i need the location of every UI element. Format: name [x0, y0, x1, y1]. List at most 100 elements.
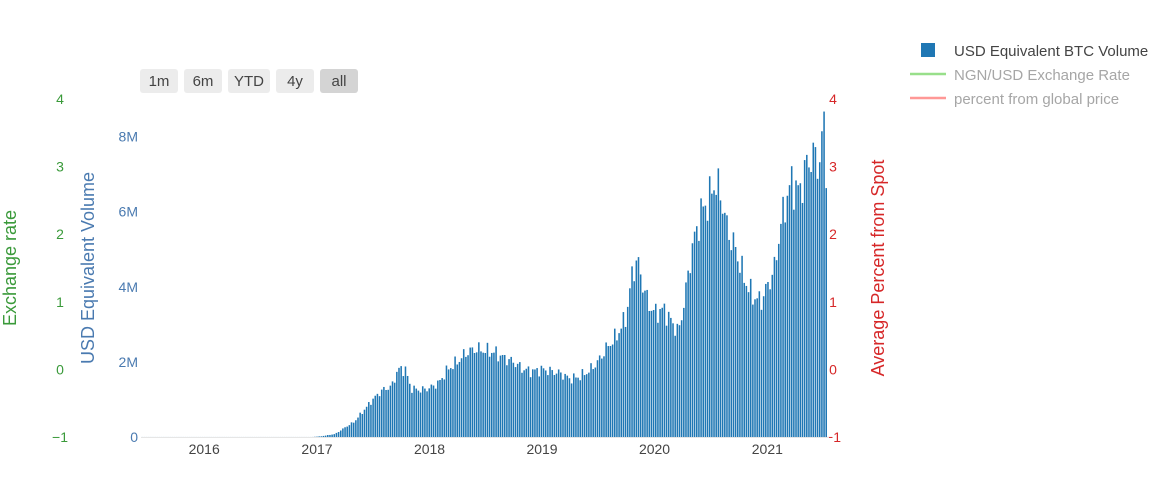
volume-bar [372, 398, 374, 437]
volume-bar [344, 427, 346, 437]
volume-bar [581, 369, 584, 437]
volume-bar [445, 365, 448, 437]
volume-bar [698, 240, 700, 437]
volume-bar [562, 379, 564, 437]
range-button-ytd[interactable]: YTD [228, 69, 270, 93]
volume-bar [519, 362, 521, 437]
legend-item-percent-global[interactable]: percent from global price [910, 91, 1119, 108]
volume-bars [141, 111, 827, 438]
volume-bar [814, 147, 817, 437]
x-tick-label: 2019 [526, 441, 557, 457]
volume-bar [398, 367, 400, 437]
volume-axis-title: USD Equivalent Volume [78, 172, 98, 364]
range-button-1m-label[interactable]: 1m [149, 73, 170, 90]
percent-axis-title: Average Percent from Spot [868, 160, 888, 377]
volume-bar [396, 371, 398, 437]
volume-bar [594, 367, 597, 437]
volume-bar [329, 434, 331, 437]
volume-bar [700, 198, 702, 437]
volume-bar [650, 310, 653, 437]
volume-bar [607, 346, 610, 437]
volume-bar [469, 347, 471, 437]
legend-item-exchange-rate[interactable]: NGN/USD Exchange Rate [910, 67, 1130, 84]
volume-bar [355, 420, 357, 437]
volume-bar [704, 205, 707, 437]
volume-bar [609, 345, 612, 437]
volume-bar [547, 375, 549, 437]
volume-bar [443, 379, 446, 437]
volume-bar [795, 180, 797, 437]
volume-bar [637, 257, 640, 437]
legend-label-percent-global[interactable]: percent from global price [954, 91, 1119, 108]
legend-label-btc-volume[interactable]: USD Equivalent BTC Volume [954, 43, 1148, 60]
volume-bar [441, 378, 443, 437]
volume-bar [557, 369, 560, 437]
volume-bar [352, 422, 355, 437]
volume-bar [631, 266, 633, 437]
range-button-1m[interactable]: 1m [140, 69, 178, 93]
volume-bar [741, 255, 743, 437]
volume-bar [501, 354, 504, 437]
volume-bar [421, 386, 424, 437]
volume-bar [601, 358, 603, 437]
volume-bar [527, 366, 530, 437]
exchange-tick-label: 0 [56, 361, 64, 377]
volume-bar [756, 298, 758, 437]
volume-bar [745, 285, 748, 437]
volume-bar [406, 375, 409, 437]
volume-bar [652, 310, 655, 437]
percent-tick-label: 2 [829, 226, 837, 242]
volume-bar [713, 190, 715, 437]
range-button-6m-bg[interactable] [184, 69, 222, 93]
range-button-6m-label[interactable]: 6m [193, 73, 214, 90]
volume-bar [385, 390, 387, 437]
volume-bar [348, 425, 351, 437]
range-button-ytd-bg[interactable] [228, 69, 270, 93]
range-button-1m-bg[interactable] [140, 69, 178, 93]
volume-bar [773, 256, 776, 437]
volume-bar [331, 434, 333, 437]
volume-bar [503, 354, 506, 437]
volume-bar [568, 378, 571, 437]
range-button-all-label[interactable]: all [331, 73, 346, 90]
volume-bar [346, 426, 348, 437]
x-tick-label: 2016 [189, 441, 220, 457]
volume-bar [808, 167, 810, 437]
legend-label-exchange-rate[interactable]: NGN/USD Exchange Rate [954, 67, 1130, 84]
volume-bar [784, 222, 786, 437]
volume-bar [486, 342, 489, 437]
volume-bar [706, 220, 709, 437]
volume-bar [799, 183, 802, 437]
volume-bar [683, 307, 685, 437]
volume-bar [400, 366, 402, 437]
volume-bar [771, 274, 774, 437]
volume-bar [415, 388, 418, 437]
range-button-ytd-label[interactable]: YTD [234, 73, 264, 90]
range-button-4y-bg[interactable] [276, 69, 314, 93]
volume-tick-label: 0 [130, 429, 138, 445]
volume-bar [514, 367, 517, 437]
x-tick-label: 2017 [301, 441, 332, 457]
range-button-4y-label[interactable]: 4y [287, 73, 303, 90]
volume-bar [806, 154, 808, 437]
volume-bar [499, 355, 502, 437]
volume-bar [715, 194, 717, 437]
volume-bar [391, 381, 394, 437]
percent-tick-label: 3 [829, 159, 837, 175]
range-button-4y[interactable]: 4y [276, 69, 314, 93]
volume-bar [439, 379, 441, 437]
volume-bar [734, 247, 737, 437]
volume-bar [575, 377, 577, 437]
volume-bar [327, 435, 329, 437]
range-button-all-bg[interactable] [320, 69, 358, 93]
legend-item-btc-volume[interactable]: USD Equivalent BTC Volume [921, 43, 1148, 60]
range-button-all[interactable]: all [320, 69, 358, 93]
volume-bar [536, 368, 538, 437]
volume-bar [585, 374, 588, 437]
range-button-6m[interactable]: 6m [184, 69, 222, 93]
volume-bar [428, 388, 430, 437]
percent-axis-ticks: −1 0 1 2 3 4 [825, 91, 841, 445]
volume-bar [801, 202, 804, 437]
volume-bar [618, 333, 620, 437]
exchange-tick-label: −1 [52, 429, 68, 445]
